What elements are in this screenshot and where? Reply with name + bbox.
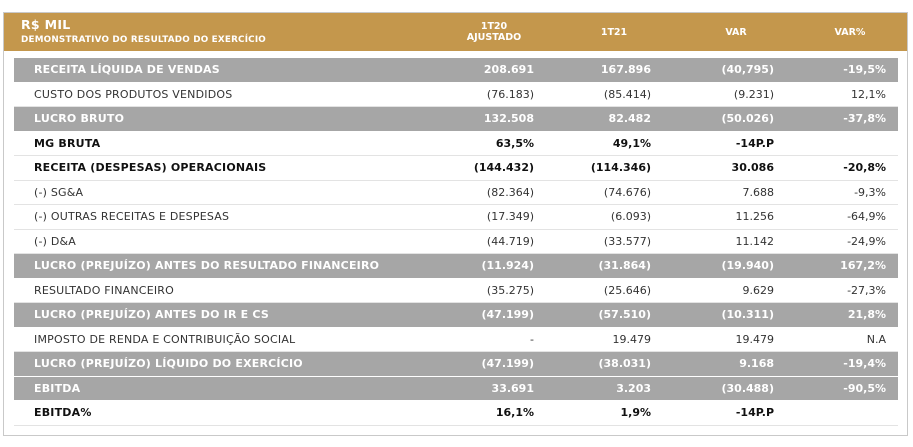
value-1t20: 208.691 — [483, 63, 534, 76]
value-1t20: (44.719) — [486, 234, 534, 248]
statement-subtitle: DEMONSTRATIVO DO RESULTADO DO EXERCÍCIO — [21, 35, 266, 45]
table-row: RESULTADO FINANCEIRO (35.275) (25.646) 9.62… — [14, 279, 898, 303]
value-var: (30.488) — [721, 381, 774, 395]
row-label: (-) OUTRAS RECEITAS E DESPESAS — [34, 210, 230, 223]
table-header: R$ MIL DEMONSTRATIVO DO RESULTADO DO EXE… — [4, 13, 907, 51]
value-var-pct: -27,3% — [847, 283, 886, 297]
value-1t20: (144.432) — [473, 161, 534, 174]
value-1t21: 167.896 — [600, 63, 651, 76]
value-1t20: - — [530, 332, 534, 346]
row-label: EBITDA% — [34, 406, 92, 419]
value-var: -14P.P — [735, 406, 774, 419]
row-label: RECEITA LÍQUIDA DE VENDAS — [34, 63, 220, 76]
value-var: -14P.P — [735, 136, 774, 150]
column-header-1t21: 1T21 — [600, 26, 628, 38]
value-1t20: 132.508 — [483, 112, 534, 125]
table-row: (-) OUTRAS RECEITAS E DESPESAS (17.349) (6… — [14, 205, 898, 230]
value-1t21: (33.577) — [603, 234, 651, 248]
value-1t21: (74.676) — [603, 185, 651, 199]
value-var-pct: 12,1% — [851, 87, 886, 101]
value-1t21: (25.646) — [603, 283, 651, 297]
value-1t21: 82.482 — [608, 112, 651, 125]
value-1t20: (76.183) — [486, 87, 534, 101]
value-1t21: 19.479 — [612, 332, 652, 346]
row-label: CUSTO DOS PRODUTOS VENDIDOS — [34, 87, 233, 101]
value-var-pct: 167,2% — [840, 259, 886, 272]
row-label: LUCRO (PREJUÍZO) ANTES DO RESULTADO FINA… — [34, 259, 380, 272]
table-row: RECEITA LÍQUIDA DE VENDAS 208.691 167.896 (… — [14, 58, 898, 83]
row-label: EBITDA — [34, 381, 81, 395]
table-row: LUCRO (PREJUÍZO) ANTES DO IR E CS (47.199… — [14, 303, 898, 328]
value-var: 9.168 — [739, 357, 774, 370]
row-label: IMPOSTO DE RENDA E CONTRIBUIÇÃO SOCIAL — [34, 332, 296, 346]
table-row: LUCRO BRUTO 132.508 82.482 (50.026) -37,8% — [14, 107, 898, 132]
value-1t21: (6.093) — [610, 210, 651, 223]
value-1t20: 33.691 — [491, 381, 534, 395]
value-1t21: (85.414) — [603, 87, 651, 101]
table-row: MG BRUTA 63,5% 49,1% -14P.P — [14, 132, 898, 156]
value-1t20: 16,1% — [495, 406, 534, 419]
value-1t21: 3.203 — [616, 381, 651, 395]
value-1t21: 1,9% — [620, 406, 651, 419]
row-label: (-) D&A — [34, 234, 77, 248]
table-row: CUSTO DOS PRODUTOS VENDIDOS (76.183) (85.4… — [14, 83, 898, 107]
table-row: RECEITA (DESPESAS) OPERACIONAIS (144.432)… — [14, 156, 898, 181]
value-var: 11.256 — [735, 210, 775, 223]
table-body: RECEITA LÍQUIDA DE VENDAS 208.691 167.896 (… — [14, 58, 898, 426]
value-var: 7.688 — [742, 185, 775, 199]
table-row: IMPOSTO DE RENDA E CONTRIBUIÇÃO SOCIAL - 1… — [14, 328, 898, 352]
value-var-pct: -24,9% — [847, 234, 886, 248]
row-label: LUCRO BRUTO — [34, 112, 125, 125]
column-header-var: VAR — [725, 26, 747, 38]
value-var: 30.086 — [731, 161, 774, 174]
value-1t20: (47.199) — [481, 357, 534, 370]
value-1t20: (11.924) — [481, 259, 534, 272]
value-var-pct: -64,9% — [847, 210, 886, 223]
value-1t20: (47.199) — [481, 308, 534, 321]
value-1t20: (35.275) — [486, 283, 534, 297]
table-row: EBITDA 33.691 3.203 (30.488) -90,5% — [14, 376, 898, 401]
value-1t21: (57.510) — [598, 308, 651, 321]
table-row: LUCRO (PREJUÍZO) LÍQUIDO DO EXERCÍCIO (47… — [14, 352, 898, 377]
value-var: 19.479 — [735, 332, 775, 346]
row-label: RESULTADO FINANCEIRO — [34, 283, 174, 297]
row-label: LUCRO (PREJUÍZO) ANTES DO IR E CS — [34, 308, 269, 321]
value-var-pct: -37,8% — [843, 112, 886, 125]
value-var: (40,795) — [721, 63, 774, 76]
table-row: LUCRO (PREJUÍZO) ANTES DO RESULTADO FINA… — [14, 254, 898, 279]
value-1t20: (17.349) — [486, 210, 534, 223]
value-var-pct: 21,8% — [847, 308, 886, 321]
value-var-pct: N.A — [866, 332, 886, 346]
value-1t21: (31.864) — [598, 259, 651, 272]
table-row: (-) SG&A (82.364) (74.676) 7.688 -9,3% — [14, 181, 898, 205]
value-var: 11.142 — [735, 234, 775, 248]
value-var-pct: -20,8% — [843, 161, 886, 174]
value-var-pct: -19,4% — [843, 357, 886, 370]
value-var: 9.629 — [742, 283, 775, 297]
column-header-1t20: 1T20 AJUSTADO — [466, 21, 522, 43]
row-label: MG BRUTA — [34, 136, 101, 150]
currency-unit-title: R$ MIL — [21, 17, 71, 32]
table-row: (-) D&A (44.719) (33.577) 11.142 -24,9% — [14, 230, 898, 254]
income-statement-table: R$ MIL DEMONSTRATIVO DO RESULTADO DO EXE… — [3, 12, 908, 436]
value-1t21: (38.031) — [598, 357, 651, 370]
value-1t21: 49,1% — [612, 136, 651, 150]
value-1t20: (82.364) — [486, 185, 534, 199]
value-1t20: 63,5% — [495, 136, 534, 150]
table-row: EBITDA% 16,1% 1,9% -14P.P — [14, 401, 898, 426]
value-var-pct: -90,5% — [843, 381, 886, 395]
value-var: (10.311) — [721, 308, 774, 321]
row-label: RECEITA (DESPESAS) OPERACIONAIS — [34, 161, 267, 174]
value-var: (50.026) — [721, 112, 774, 125]
value-var: (19.940) — [721, 259, 774, 272]
value-var: (9.231) — [733, 87, 774, 101]
value-var-pct: -19,5% — [843, 63, 886, 76]
value-var-pct: -9,3% — [854, 185, 886, 199]
column-header-var-pct: VAR% — [834, 26, 866, 38]
row-label: LUCRO (PREJUÍZO) LÍQUIDO DO EXERCÍCIO — [34, 357, 303, 370]
row-label: (-) SG&A — [34, 185, 84, 199]
value-1t21: (114.346) — [590, 161, 651, 174]
